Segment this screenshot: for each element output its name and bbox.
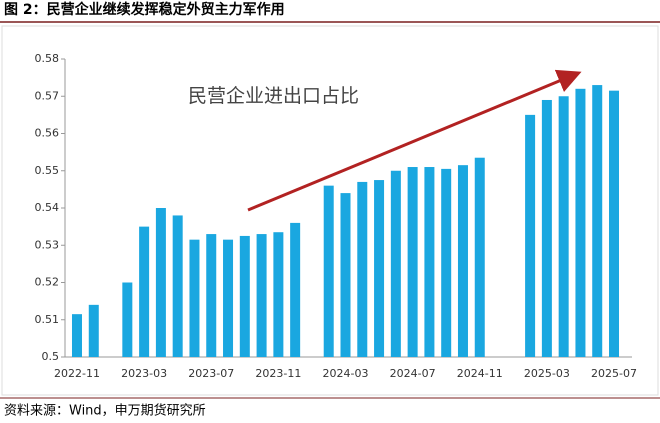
x-tick-label: 2024-07 <box>390 367 436 380</box>
bar <box>407 167 418 357</box>
bar <box>290 222 301 357</box>
bar <box>541 99 552 357</box>
x-tick-label: 2023-07 <box>188 367 234 380</box>
x-tick-label: 2023-11 <box>255 367 301 380</box>
bar <box>558 96 569 357</box>
bar <box>575 88 586 358</box>
x-tick-label: 2025-07 <box>591 367 637 380</box>
y-tick-label: 0.53 <box>35 238 60 251</box>
bar <box>122 282 133 357</box>
y-tick-label: 0.55 <box>35 164 60 177</box>
bar <box>424 167 435 357</box>
bar <box>340 193 351 357</box>
x-tick-label: 2024-11 <box>457 367 503 380</box>
y-tick-label: 0.5 <box>42 350 60 363</box>
y-tick-label: 0.51 <box>35 313 60 326</box>
y-tick-label: 0.52 <box>35 276 60 289</box>
x-tick-label: 2023-03 <box>121 367 167 380</box>
bar <box>206 234 217 357</box>
bar <box>139 226 150 357</box>
y-tick-label: 0.57 <box>35 89 60 102</box>
bar <box>390 170 401 357</box>
bar <box>592 85 603 357</box>
x-tick-label: 2025-03 <box>524 367 570 380</box>
trend-arrow <box>247 69 582 212</box>
chart-frame <box>1 25 659 396</box>
bar <box>88 304 99 357</box>
bar <box>256 234 267 357</box>
x-tick-label: 2024-03 <box>323 367 369 380</box>
bar <box>357 181 368 357</box>
x-tick-label: 2022-11 <box>54 367 100 380</box>
y-tick-label: 0.56 <box>35 127 60 140</box>
bar <box>273 232 284 357</box>
bar <box>155 208 166 357</box>
page-title: 图 2：民营企业继续发挥稳定外贸主力军作用 <box>4 1 285 18</box>
bar <box>609 90 620 357</box>
bar <box>323 185 334 357</box>
bar <box>172 215 183 357</box>
bar <box>189 239 200 357</box>
annotation: 民营企业进出口占比 <box>188 85 359 107</box>
bar <box>525 114 536 357</box>
bar <box>474 157 485 357</box>
bar <box>374 180 385 357</box>
bar <box>239 235 250 357</box>
bar <box>457 165 468 357</box>
y-tick-label: 0.54 <box>35 201 60 214</box>
bar <box>223 239 234 357</box>
bar <box>441 168 452 357</box>
bar <box>71 314 82 357</box>
source: 资料来源：Wind，申万期货研究所 <box>4 403 206 419</box>
y-tick-label: 0.58 <box>35 52 60 65</box>
